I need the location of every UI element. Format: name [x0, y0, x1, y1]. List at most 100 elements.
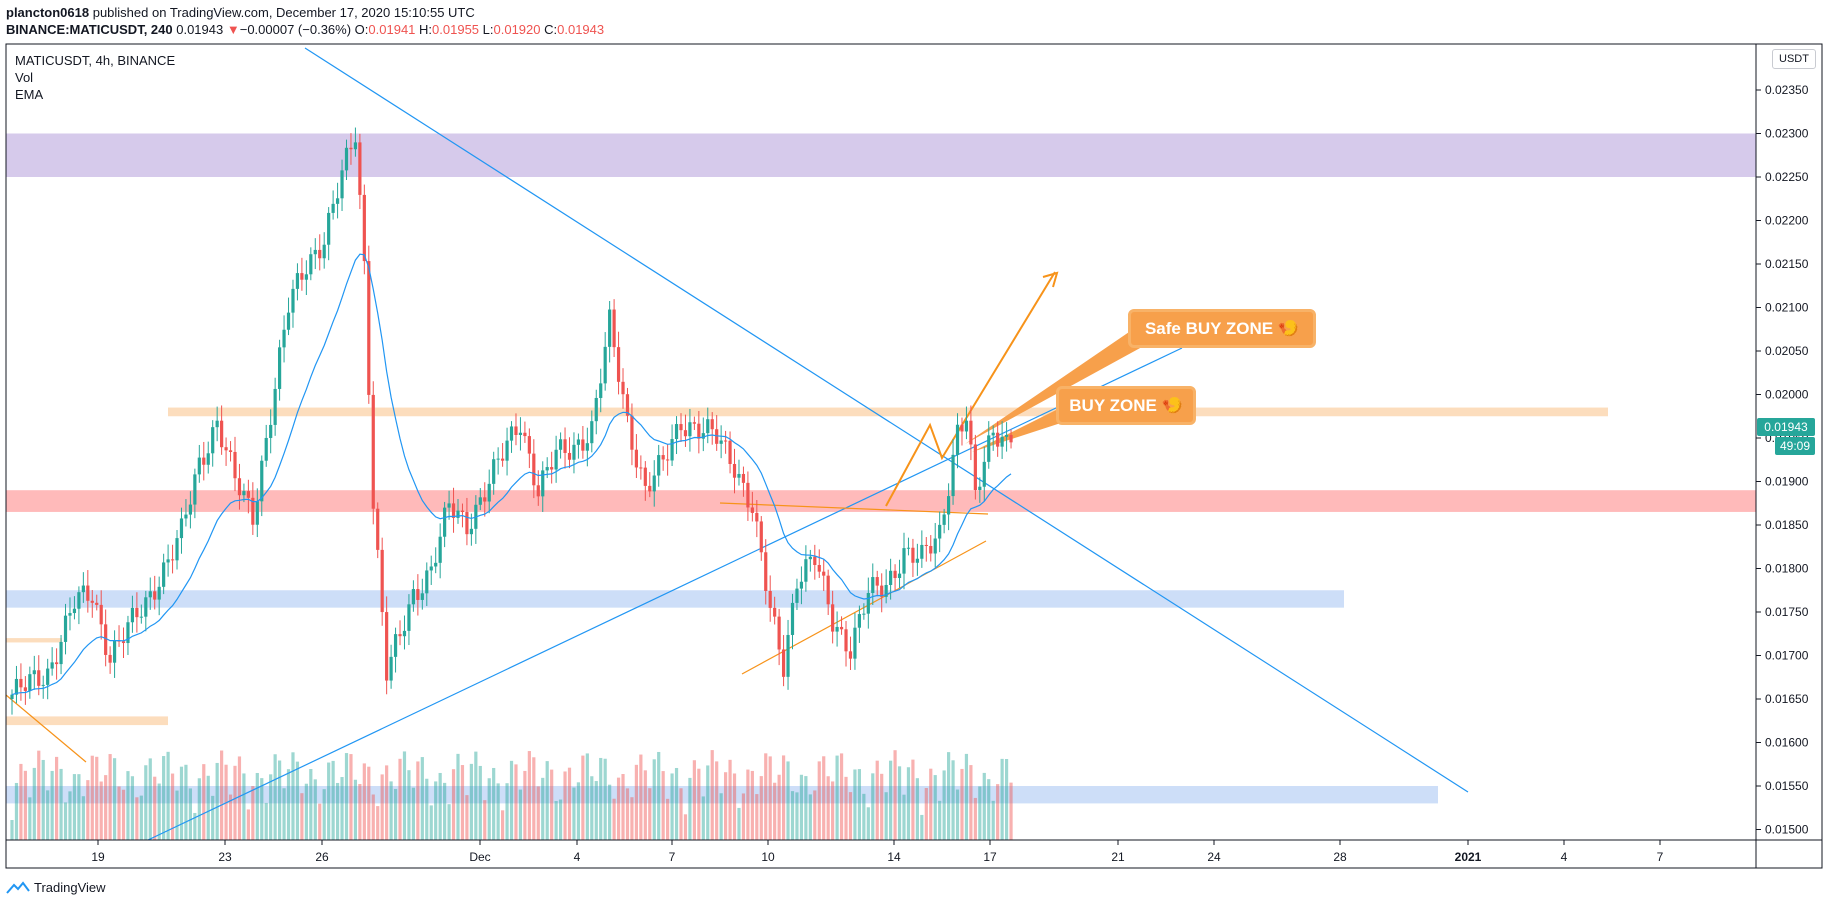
candlesticks	[10, 127, 1013, 715]
candle-body	[741, 473, 746, 483]
volume-bar	[420, 757, 424, 840]
volume-bar	[947, 752, 951, 840]
volume-bar	[144, 765, 148, 840]
volume-bar	[536, 786, 540, 840]
publisher-name[interactable]: plancton0618	[6, 5, 90, 20]
candle-body	[523, 432, 527, 437]
candle-body	[576, 439, 581, 445]
legend-ema[interactable]: EMA	[15, 87, 44, 102]
footer-brand[interactable]: TradingView	[34, 880, 106, 895]
volume-bar	[701, 796, 705, 840]
volume-bar	[135, 797, 139, 840]
candle-body	[558, 439, 563, 450]
volume-bar	[866, 807, 870, 840]
candle-body	[563, 439, 567, 453]
volume-bar	[697, 768, 701, 840]
candle-body	[202, 457, 206, 465]
volume-bar	[255, 772, 259, 840]
candle-body	[251, 497, 255, 525]
volume-bar	[817, 761, 821, 840]
volume-bar	[193, 812, 197, 840]
candle-body	[483, 497, 487, 502]
price-tick-label: 0.01850	[1765, 518, 1809, 532]
candle-body	[835, 626, 839, 632]
candle-body	[144, 597, 148, 617]
candle-body	[746, 482, 750, 508]
volume-bar	[86, 780, 90, 840]
price-zone	[168, 407, 1608, 417]
candle-body	[911, 547, 915, 563]
price-tick-label: 0.01600	[1765, 736, 1809, 750]
candle-body	[826, 575, 830, 605]
volume-bar	[206, 775, 210, 840]
candle-body	[108, 654, 112, 663]
volume-bar	[130, 776, 135, 840]
candle-body	[567, 452, 572, 460]
volume-bar	[777, 774, 781, 840]
volume-bar	[929, 768, 933, 840]
candle-body	[237, 478, 242, 496]
price-tick-label: 0.01800	[1765, 562, 1809, 576]
candle-body	[157, 586, 161, 600]
volume-bar	[715, 761, 719, 840]
candle-body	[799, 581, 804, 589]
volume-bar	[318, 803, 322, 840]
candle-body	[175, 538, 179, 561]
volume-bar	[251, 786, 255, 840]
candle-body	[893, 570, 897, 579]
volume-bar	[897, 766, 902, 840]
candle-body	[844, 629, 848, 652]
candle-body	[1009, 434, 1013, 443]
volume-bar	[242, 773, 246, 840]
candle-body	[371, 394, 375, 509]
candle-body	[451, 503, 456, 518]
candle-body	[434, 562, 438, 567]
volume-bar	[68, 791, 72, 840]
candle-body	[286, 312, 291, 330]
volume-bar	[839, 753, 844, 840]
volume-bar	[991, 800, 995, 840]
volume-bar	[514, 764, 518, 840]
volume-bars	[10, 750, 1013, 840]
volume-bar	[367, 766, 371, 840]
candle-body	[924, 544, 928, 546]
candle-body	[14, 678, 19, 695]
close-label: C:	[544, 22, 558, 37]
candle-body	[996, 432, 1000, 447]
volume-bar	[389, 781, 393, 840]
volume-bar	[438, 772, 442, 840]
volume-bar	[1000, 758, 1004, 840]
bar-countdown: 49:09	[1775, 437, 1815, 455]
candle-body	[857, 614, 861, 628]
candle-body	[933, 538, 937, 554]
time-tick-label: 23	[218, 850, 232, 864]
candle-body	[233, 451, 237, 479]
time-tick-label: 7	[669, 850, 676, 864]
volume-bar	[973, 797, 977, 840]
volume-bar	[407, 770, 411, 840]
candle-body	[509, 426, 514, 441]
candle-body	[32, 670, 36, 675]
legend-title[interactable]: MATICUSDT, 4h, BINANCE	[15, 53, 176, 68]
volume-bar	[179, 766, 184, 840]
candle-body	[269, 424, 273, 438]
candle-body	[853, 627, 857, 659]
volume-bar	[969, 765, 973, 840]
candle-body	[469, 528, 473, 535]
volume-bar	[474, 751, 478, 840]
candle-body	[304, 274, 308, 280]
legend-vol[interactable]: Vol	[15, 70, 34, 85]
currency-button[interactable]: USDT	[1772, 49, 1816, 69]
candle-body	[804, 559, 808, 582]
volume-bar	[108, 754, 112, 840]
volume-bar	[90, 755, 94, 840]
candle-body	[362, 194, 366, 262]
volume-bar	[755, 794, 759, 840]
candle-body	[215, 420, 219, 428]
volume-bar	[37, 750, 41, 840]
volume-bar	[741, 793, 746, 840]
candle-body	[68, 613, 72, 616]
volume-bar	[112, 758, 117, 840]
time-tick-label: 19	[91, 850, 105, 864]
